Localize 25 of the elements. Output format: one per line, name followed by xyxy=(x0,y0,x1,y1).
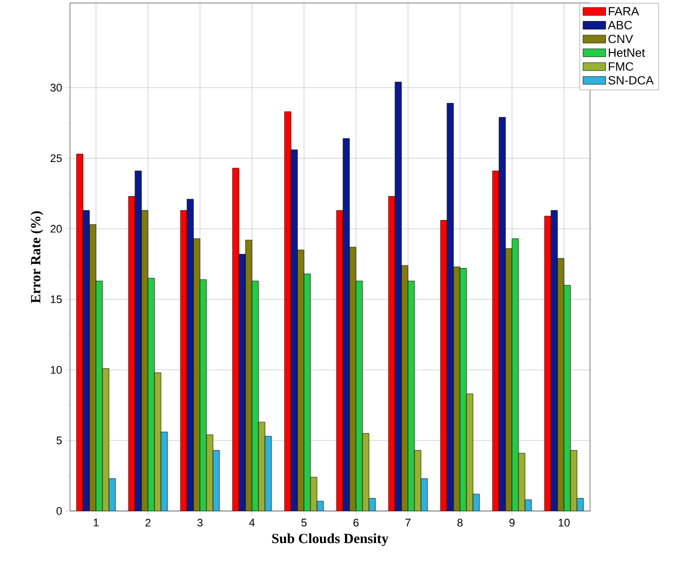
y-tick-label: 5 xyxy=(56,436,62,444)
y-tick-label: 25 xyxy=(50,154,62,162)
legend-label: FMC xyxy=(608,62,634,71)
y-tick-label: 10 xyxy=(50,366,62,374)
y-tick-label: 15 xyxy=(50,296,62,304)
legend-label: SN-DCA xyxy=(608,76,654,85)
x-tick-label: 8 xyxy=(457,518,463,527)
x-tick-label: 7 xyxy=(406,518,411,526)
legend-label: ABC xyxy=(608,20,632,30)
y-tick-label: 30 xyxy=(50,84,62,92)
x-tick-label: 1 xyxy=(94,518,99,526)
x-tick-label: 4 xyxy=(249,518,255,526)
x-tick-label: 9 xyxy=(509,518,515,527)
legend-label: CNV xyxy=(608,34,634,44)
y-tick-label: 20 xyxy=(50,224,62,233)
legend-label: HetNet xyxy=(608,48,645,57)
x-axis-title: Sub Clouds Density xyxy=(272,533,388,546)
y-axis-title: Error Rate (%) xyxy=(30,211,44,304)
x-tick-label: 5 xyxy=(301,518,307,526)
x-tick-label: 3 xyxy=(197,518,203,527)
y-tick-label: 0 xyxy=(56,507,62,515)
x-tick-label: 2 xyxy=(146,518,150,526)
x-tick-label: 10 xyxy=(558,518,570,527)
legend-label: FARA xyxy=(608,7,640,16)
x-tick-label: 6 xyxy=(354,518,359,527)
